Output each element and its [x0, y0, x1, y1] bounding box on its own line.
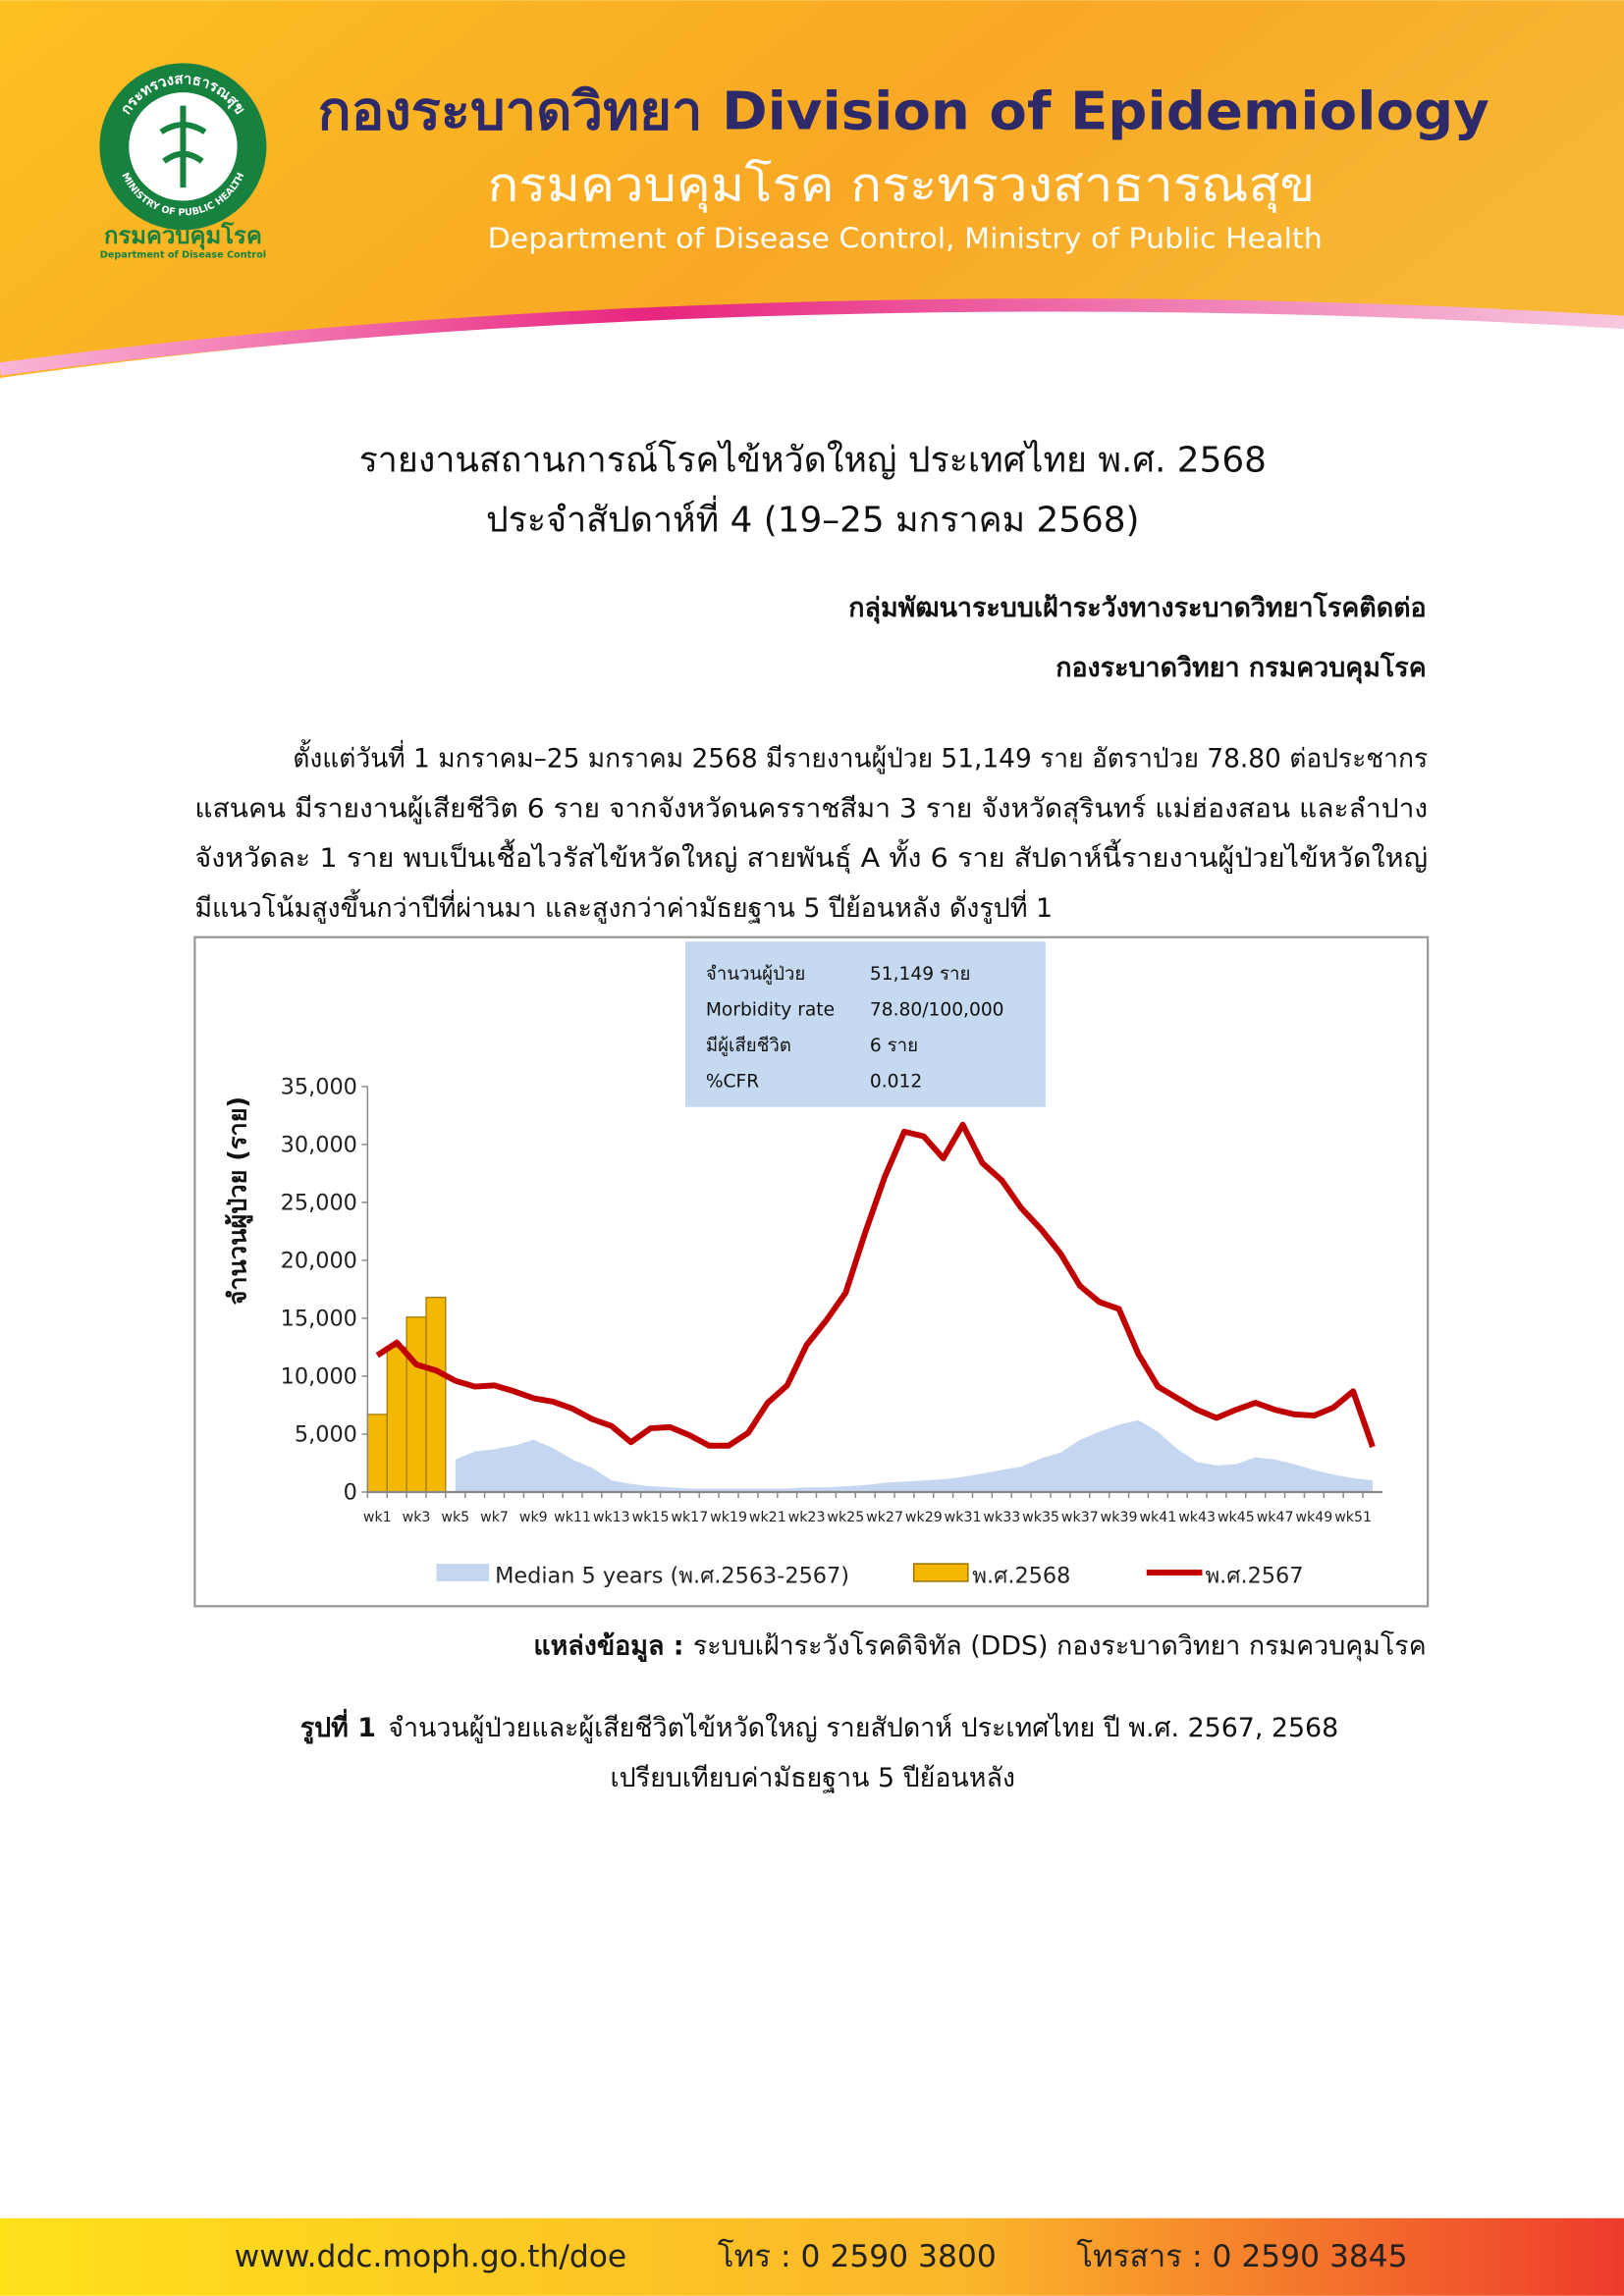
logo-name-en: Department of Disease Control: [100, 250, 266, 261]
y-tick-label: 15,000: [281, 1306, 357, 1331]
legend-swatch: [912, 1563, 969, 1582]
legend-label: Median 5 years (พ.ศ.2563-2567): [495, 1563, 849, 1588]
bar: [425, 1297, 447, 1493]
report-title: ประจำสัปดาห์ที่ 4 (19–25 มกราคม 2568): [486, 496, 1140, 541]
x-tick-label: wk29: [905, 1510, 943, 1525]
x-tick-label: wk33: [983, 1510, 1020, 1525]
bar: [366, 1414, 388, 1493]
paragraph-line: จังหวัดละ 1 ราย พบเป็นเชื้อไวรัสไข้หวัดใ…: [194, 839, 1428, 874]
footer-fax: โทรสาร : 0 2590 3845: [1076, 2238, 1407, 2274]
y-tick-label: 5,000: [295, 1421, 357, 1447]
header-swoosh: [0, 298, 1624, 376]
info-value: 0.012: [870, 1072, 922, 1093]
x-tick-label: wk15: [632, 1510, 670, 1525]
x-tick-label: wk3: [403, 1510, 431, 1525]
x-tick-label: wk45: [1218, 1510, 1255, 1525]
caption-label: รูปที่ 1: [300, 1708, 376, 1744]
info-value: 78.80/100,000: [870, 1000, 1004, 1021]
x-tick-label: wk35: [1022, 1510, 1059, 1525]
header-dept-th: กรมควบคุมโรค กระทรวงสาธารณสุข: [488, 159, 1316, 214]
y-tick-label: 20,000: [281, 1248, 357, 1273]
x-tick-label: wk23: [788, 1510, 826, 1525]
footer-phone: โทร : 0 2590 3800: [718, 2238, 997, 2274]
header-dept-en: Department of Disease Control, Ministry …: [488, 222, 1323, 254]
info-label: Morbidity rate: [706, 1000, 835, 1021]
source-label: แหล่งข้อมูล :: [533, 1631, 683, 1663]
x-tick-label: wk41: [1139, 1510, 1176, 1525]
caption-text: เปรียบเทียบค่ามัธยฐาน 5 ปีย้อนหลัง: [610, 1763, 1015, 1793]
info-box: [684, 941, 1046, 1107]
legend-label: พ.ศ.2567: [1205, 1563, 1303, 1588]
source-text: ระบบเฝ้าระวังโรคดิจิทัล (DDS) กองระบาดวิ…: [693, 1631, 1427, 1662]
x-tick-label: wk1: [363, 1510, 392, 1525]
line: [375, 1121, 1376, 1449]
header-org: กองระบาดวิทยา Division of Epidemiology: [318, 80, 1489, 141]
chart: จำนวนผู้ป่วย (ราย) จำนวนผู้ป่วย 51,149 รา…: [193, 935, 1430, 1608]
report-author: กลุ่มพัฒนาระบบเฝ้าระวังทางระบาดวิทยาโรคต…: [848, 591, 1426, 624]
x-tick-label: wk25: [827, 1510, 864, 1525]
x-tick-label: wk5: [441, 1510, 469, 1525]
logo: กระทรวงสาธารณสุข MINISTRY OF PUBLIC HEAL…: [99, 63, 267, 261]
report-author: กองระบาดวิทยา กรมควบคุมโรค: [1056, 651, 1426, 684]
x-tick-label: wk7: [480, 1510, 509, 1525]
x-tick-label: wk19: [710, 1510, 747, 1525]
y-tick-label: 35,000: [281, 1074, 357, 1099]
legend-swatch: [436, 1564, 490, 1581]
footer-band: [0, 2217, 1624, 2296]
logo-emblem: [159, 105, 207, 188]
area: [455, 1419, 1373, 1492]
info-label: มีผู้เสียชีวิต: [706, 1036, 791, 1056]
x-tick-label: wk13: [593, 1510, 630, 1525]
x-tick-label: wk27: [866, 1510, 903, 1525]
y-axis-label: จำนวนผู้ป่วย (ราย): [223, 1096, 254, 1306]
x-tick-label: wk47: [1257, 1510, 1294, 1525]
caption-text: จำนวนผู้ป่วยและผู้เสียชีวิตไข้หวัดใหญ่ ร…: [388, 1712, 1338, 1743]
legend-label: พ.ศ.2568: [972, 1563, 1070, 1588]
x-tick-label: wk21: [749, 1510, 786, 1525]
x-tick-label: wk9: [519, 1510, 548, 1525]
header-curve: [0, 308, 1624, 384]
paragraph-line: มีแนวโน้มสูงขึ้นกว่าปีที่ผ่านมา และสูงกว…: [194, 889, 1053, 924]
x-tick-label: wk43: [1178, 1510, 1216, 1525]
footer-website: www.ddc.moph.go.th/doe: [235, 2239, 627, 2274]
y-tick-label: 10,000: [281, 1363, 357, 1389]
info-label: จำนวนผู้ป่วย: [706, 964, 805, 985]
y-tick-label: 0: [344, 1479, 357, 1505]
x-tick-label: wk39: [1101, 1510, 1138, 1525]
report-title: รายงานสถานการณ์โรคไข้หวัดใหญ่ ประเทศไทย …: [359, 439, 1267, 480]
y-tick-label: 30,000: [281, 1132, 357, 1157]
x-tick-label: wk17: [671, 1510, 708, 1525]
y-tick-label: 25,000: [281, 1190, 357, 1215]
x-tick-label: wk49: [1295, 1510, 1332, 1525]
bar: [386, 1346, 407, 1493]
x-tick-label: wk11: [554, 1510, 591, 1525]
logo-name-th: กรมควบคุมโรค: [104, 221, 262, 250]
paragraph-line: แสนคน มีรายงานผู้เสียชีวิต 6 ราย จากจังห…: [194, 793, 1428, 824]
x-tick-label: wk51: [1334, 1510, 1372, 1525]
info-value: 6 ราย: [870, 1036, 918, 1056]
info-label: %CFR: [706, 1072, 759, 1093]
bar: [406, 1316, 427, 1493]
x-tick-label: wk37: [1061, 1510, 1099, 1525]
paragraph-line: ตั้งแต่วันที่ 1 มกราคม–25 มกราคม 2568 มี…: [293, 740, 1428, 774]
x-tick-label: wk31: [945, 1510, 982, 1525]
info-value: 51,149 ราย: [870, 964, 970, 985]
